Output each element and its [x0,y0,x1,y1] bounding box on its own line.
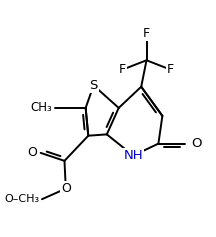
Text: NH: NH [124,149,143,162]
Text: O: O [192,137,202,150]
Text: O: O [61,182,71,195]
Text: O–CH₃: O–CH₃ [4,194,39,204]
Text: F: F [143,27,150,40]
Text: F: F [167,63,174,76]
Text: F: F [119,63,126,76]
Text: CH₃: CH₃ [31,101,52,114]
Text: O: O [27,146,37,160]
Text: S: S [89,79,98,92]
